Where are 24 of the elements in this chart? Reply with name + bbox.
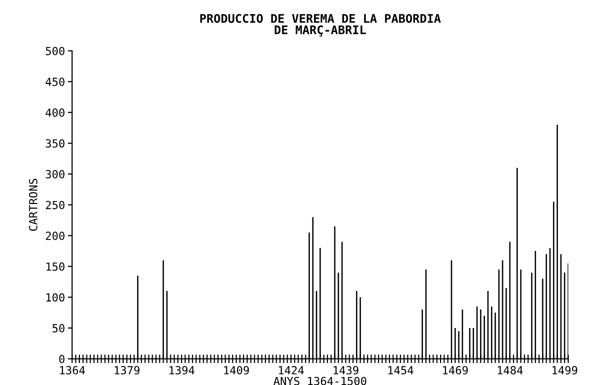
x-axis-title: ANYS 1364-1500 xyxy=(274,376,366,385)
y-tick-label: 200 xyxy=(46,232,64,240)
y-tick-label: 500 xyxy=(46,46,64,56)
x-tick-label: 1469 xyxy=(443,366,468,374)
x-tick-label: 1379 xyxy=(114,366,140,374)
x-tick-label: 1394 xyxy=(169,366,194,374)
y-tick-label: 250 xyxy=(46,200,64,210)
y-tick-label: 450 xyxy=(46,78,64,86)
y-axis-title: CARTRONS xyxy=(28,178,38,231)
y-tick-label: 300 xyxy=(46,170,64,178)
y-tick-label: 350 xyxy=(46,139,64,148)
chart-title: PRODUCCIO DE VEREMA DE LA PABORDIA DE MARÇ-ABRIL xyxy=(200,14,441,36)
x-tick-label: 1409 xyxy=(224,366,249,374)
x-tick-label: 1454 xyxy=(388,366,414,374)
x-tick-label: 1499 xyxy=(552,366,578,374)
x-tick-label: 1484 xyxy=(498,366,523,374)
y-tick-label: 400 xyxy=(46,108,64,117)
y-tick-label: 150 xyxy=(46,262,64,271)
y-tick-label: 100 xyxy=(46,293,64,302)
x-tick-label: 1364 xyxy=(60,366,85,374)
x-tick-label: 1424 xyxy=(278,366,304,374)
y-tick-label: 50 xyxy=(52,324,64,332)
x-tick-label: 1439 xyxy=(334,366,358,374)
y-tick-label: 0 xyxy=(59,354,64,364)
